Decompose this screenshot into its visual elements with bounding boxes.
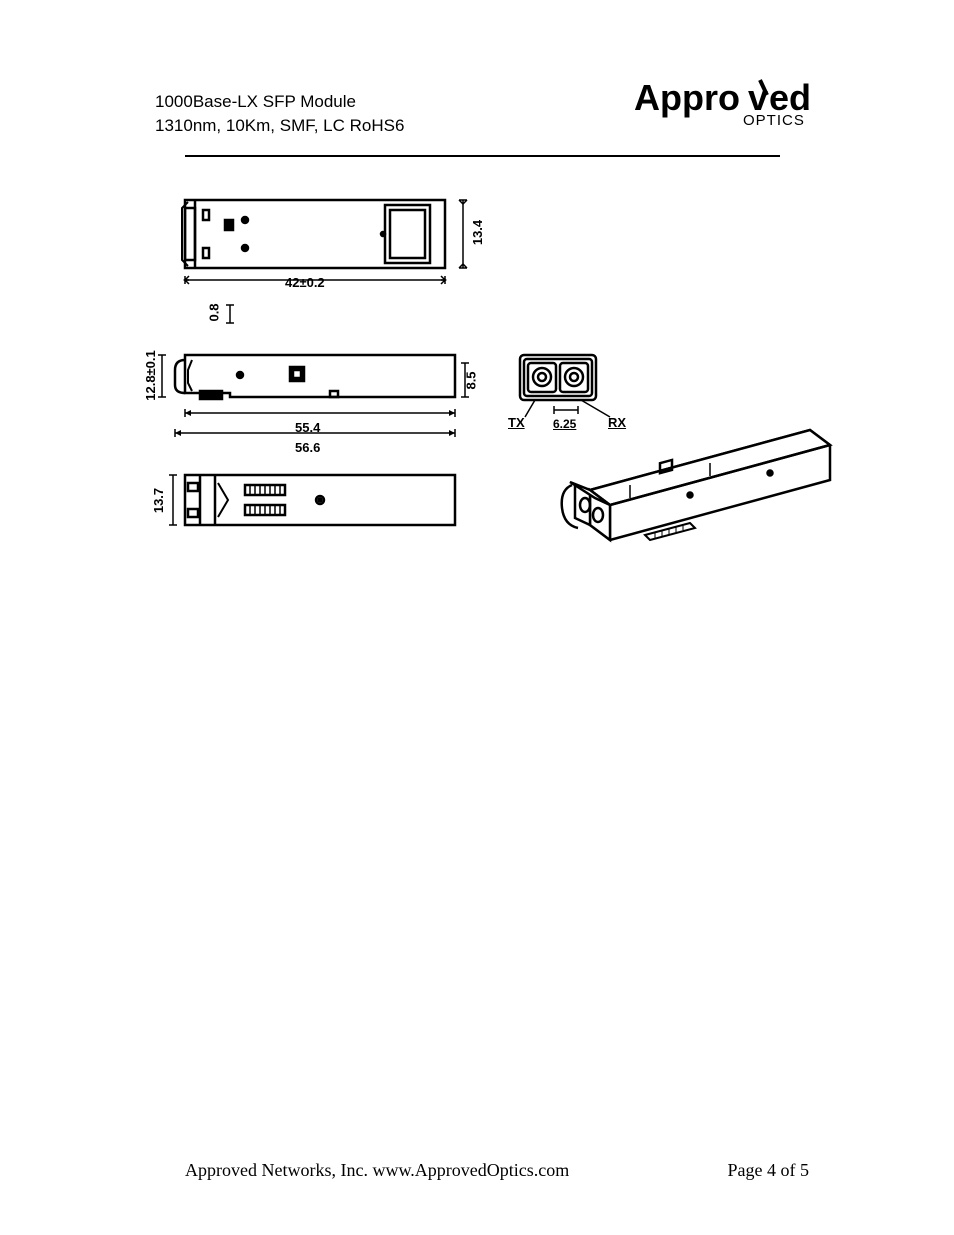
- svg-text:Appro: Appro: [634, 77, 740, 118]
- dim-side-right-height: 8.5: [464, 371, 479, 389]
- dim-side-height: 12.8±0.1: [143, 350, 158, 401]
- footer-company: Approved Networks, Inc. www.ApprovedOpti…: [185, 1160, 569, 1181]
- footer-page-number: Page 4 of 5: [728, 1160, 809, 1181]
- dim-gap: 0.8: [207, 303, 222, 321]
- approved-optics-logo: Appro v ed OPTICS: [634, 75, 834, 140]
- svg-text:OPTICS: OPTICS: [743, 112, 805, 129]
- dim-top-width: 42±0.2: [285, 275, 325, 290]
- dim-connector-spacing: 6.25: [553, 417, 576, 431]
- label-rx: RX: [608, 415, 626, 430]
- dim-side-len2: 56.6: [295, 440, 320, 455]
- dim-bottom-height: 13.7: [151, 488, 166, 513]
- dim-side-len1: 55.4: [295, 420, 320, 435]
- mechanical-drawing: 42±0.2 13.4 0.8 12.8±0.1 8.5 55.4 56.6 1…: [130, 195, 850, 545]
- dim-top-height: 13.4: [470, 220, 485, 245]
- header-divider: [185, 155, 780, 157]
- label-tx: TX: [508, 415, 525, 430]
